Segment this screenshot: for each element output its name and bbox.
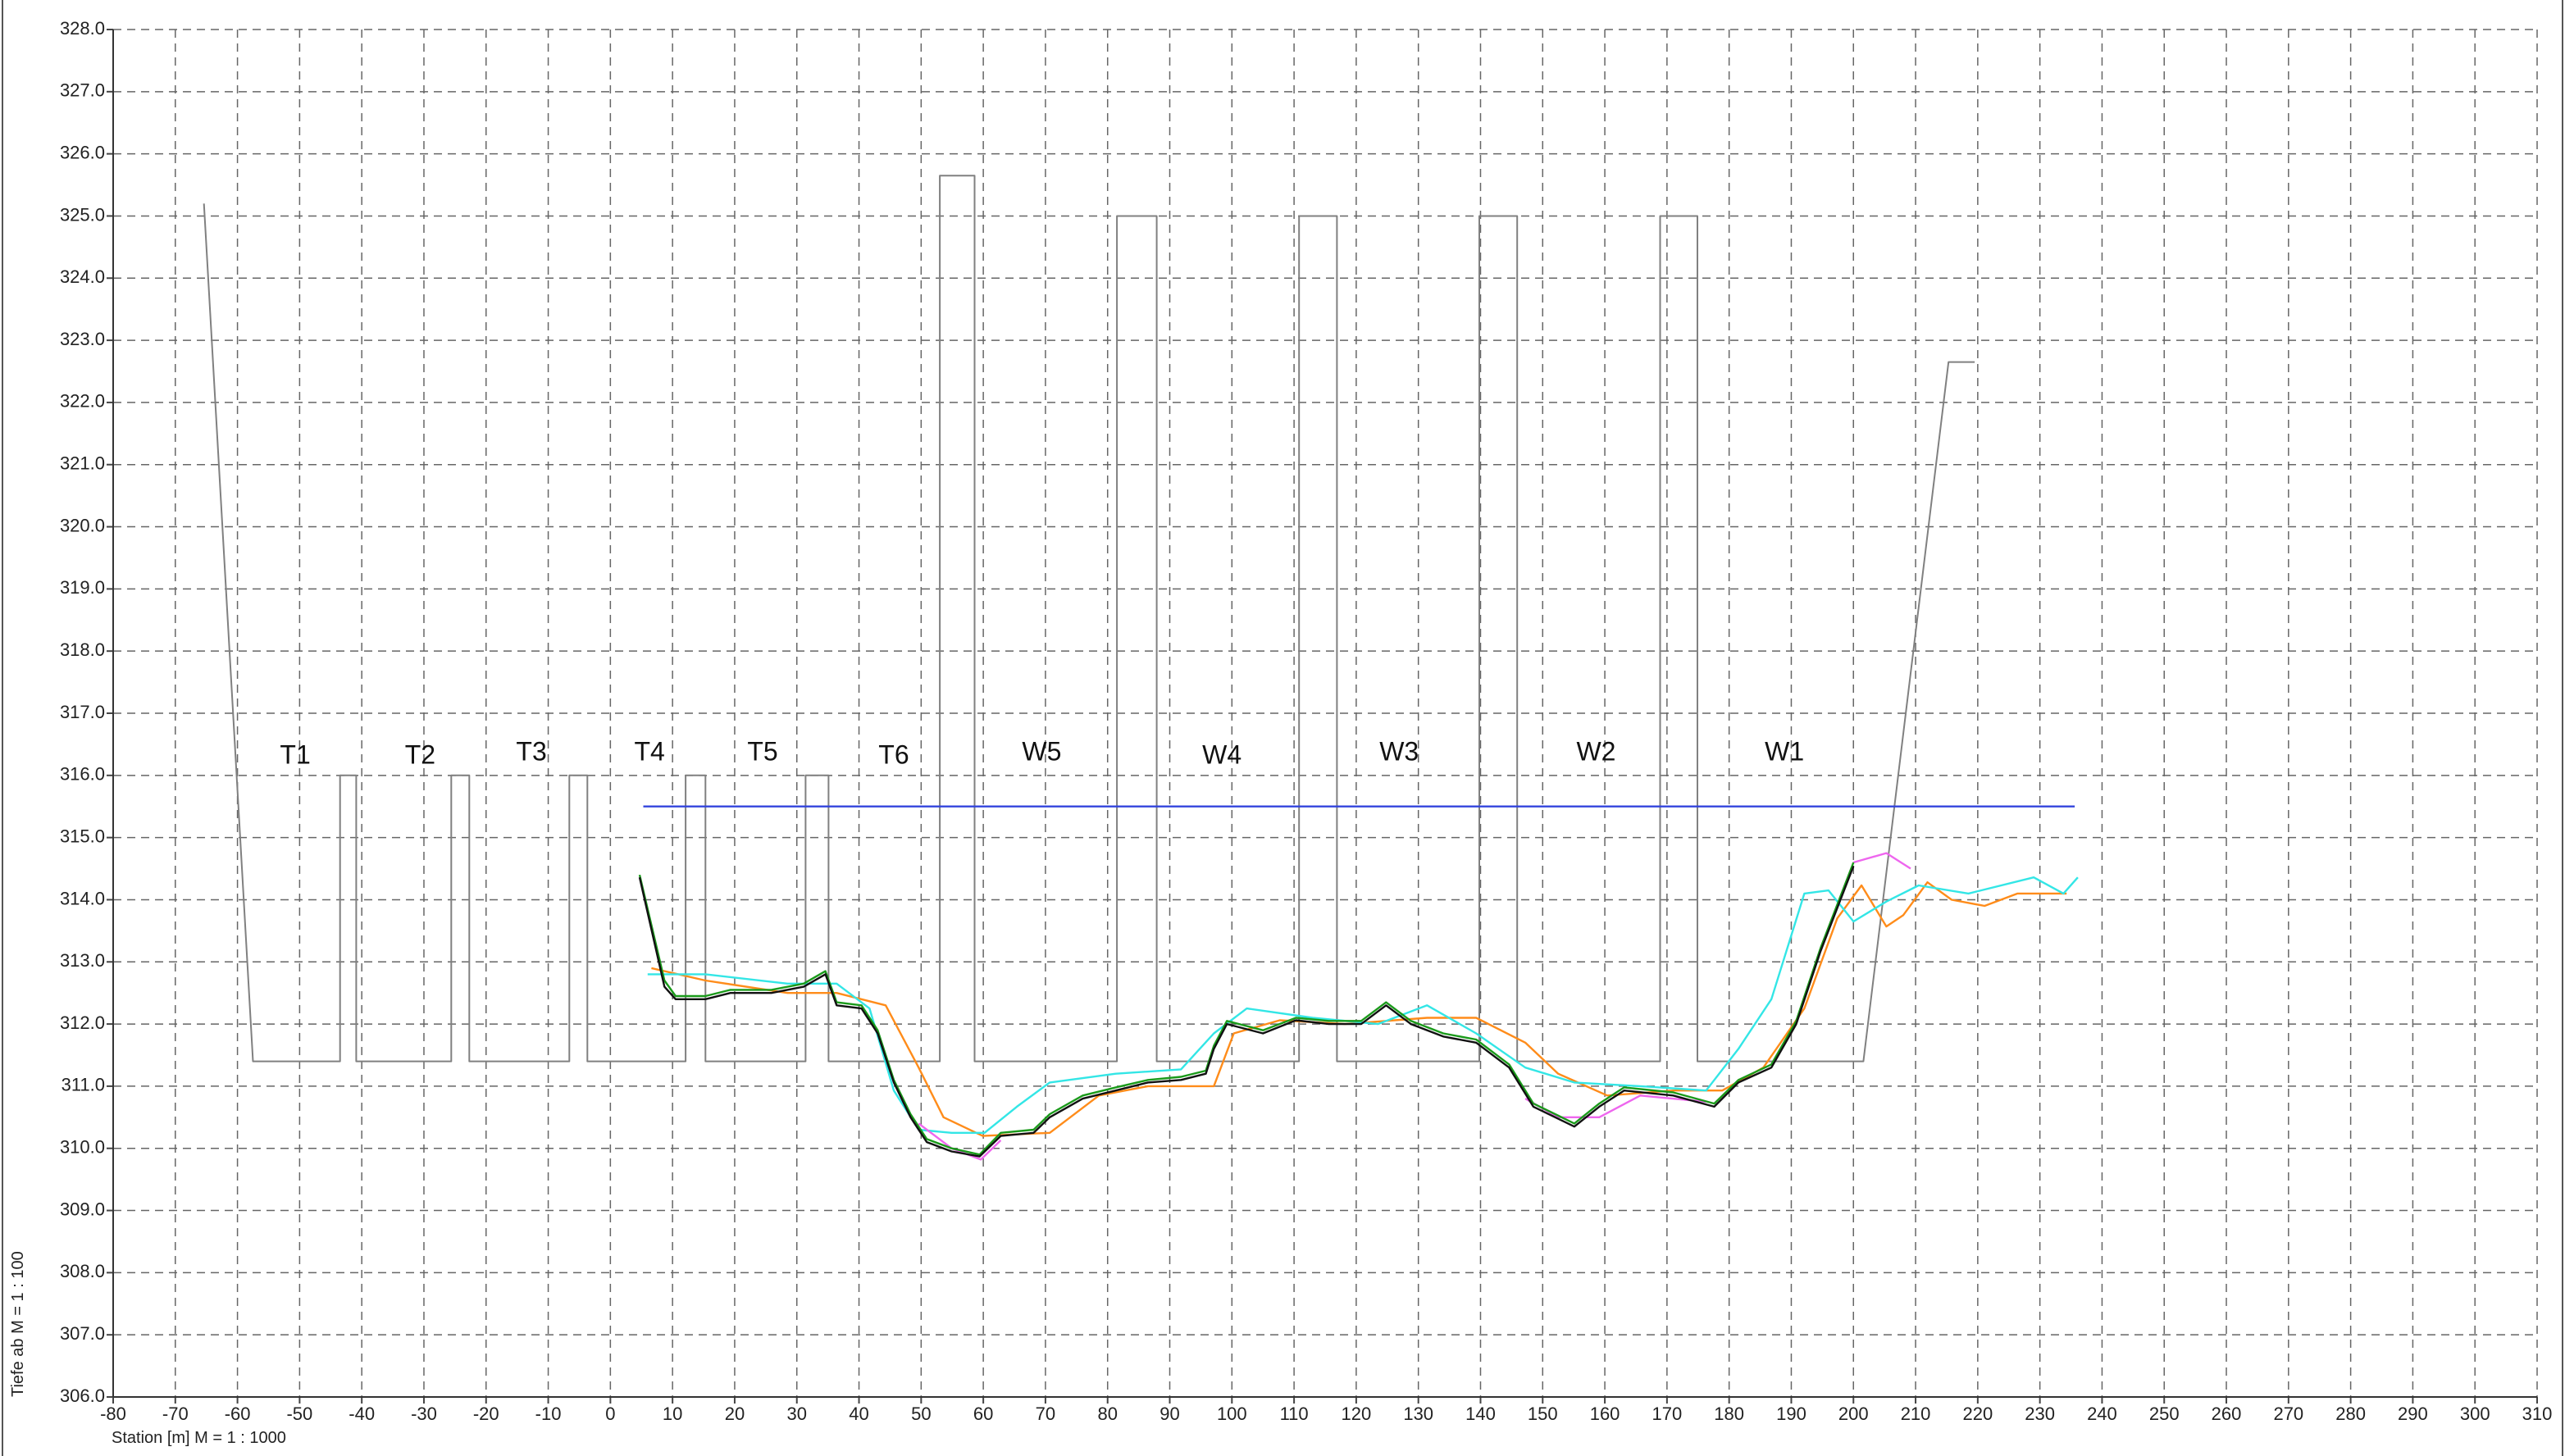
x-tick-label: 300 — [2460, 1404, 2490, 1424]
annotation: T2 — [405, 740, 435, 770]
series-line — [638, 862, 1855, 1156]
x-tick-label: 180 — [1714, 1404, 1744, 1424]
x-tick-label: 310 — [2522, 1404, 2553, 1424]
y-tick-label: 321.0 — [60, 453, 105, 474]
x-tick-label: 270 — [2273, 1404, 2303, 1424]
y-tick-label: 314.0 — [60, 888, 105, 908]
x-tick-label: 190 — [1776, 1404, 1806, 1424]
y-tick-label: 322.0 — [60, 391, 105, 412]
annotation: W4 — [1202, 740, 1241, 770]
y-tick-label: 318.0 — [60, 639, 105, 660]
y-tick-label: 323.0 — [60, 329, 105, 349]
x-tick-label: 70 — [1036, 1404, 1055, 1424]
x-tick-label: 220 — [1962, 1404, 1993, 1424]
x-tick-label: 90 — [1159, 1404, 1179, 1424]
x-tick-label: 240 — [2087, 1404, 2117, 1424]
x-tick-label: 30 — [787, 1404, 807, 1424]
annotation: T5 — [747, 737, 777, 767]
x-axis-label: Station [m] M = 1 : 1000 — [112, 1429, 286, 1447]
x-tick-label: 230 — [2025, 1404, 2055, 1424]
x-tick-label: -50 — [286, 1404, 312, 1424]
x-tick-label: 290 — [2398, 1404, 2428, 1424]
y-tick-label: 317.0 — [60, 702, 105, 722]
x-tick-label: 280 — [2335, 1404, 2366, 1424]
x-tick-label: 260 — [2212, 1404, 2242, 1424]
y-tick-label: 312.0 — [60, 1012, 105, 1033]
x-tick-label: -70 — [162, 1404, 189, 1424]
series-line — [203, 175, 1975, 1062]
x-tick-label: 60 — [973, 1404, 993, 1424]
y-tick-label: 324.0 — [60, 266, 105, 287]
x-tick-label: 150 — [1528, 1404, 1558, 1424]
y-tick-label: 308.0 — [60, 1261, 105, 1281]
series-line — [638, 866, 1855, 1158]
annotation: W5 — [1022, 737, 1061, 767]
x-tick-label: 20 — [725, 1404, 745, 1424]
annotation: W3 — [1379, 737, 1419, 767]
x-tick-label: -30 — [411, 1404, 437, 1424]
y-tick-label: 325.0 — [60, 204, 105, 225]
annotation: T1 — [280, 740, 310, 770]
x-tick-label: -40 — [349, 1404, 375, 1424]
y-tick-label: 316.0 — [60, 764, 105, 785]
y-tick-label: 320.0 — [60, 515, 105, 535]
x-tick-label: -10 — [535, 1404, 562, 1424]
x-tick-label: 80 — [1097, 1404, 1117, 1424]
x-tick-label: 170 — [1652, 1404, 1683, 1424]
x-tick-label: 100 — [1217, 1404, 1247, 1424]
y-tick-label: 311.0 — [62, 1075, 105, 1095]
y-tick-label: 327.0 — [60, 80, 105, 101]
x-tick-label: 40 — [849, 1404, 868, 1424]
x-tick-label: 130 — [1403, 1404, 1433, 1424]
x-tick-label: 200 — [1838, 1404, 1869, 1424]
series-line — [651, 881, 2067, 1137]
annotation: W1 — [1765, 737, 1804, 767]
x-tick-label: -80 — [100, 1404, 126, 1424]
x-tick-label: 120 — [1342, 1404, 1372, 1424]
y-tick-label: 328.0 — [60, 18, 105, 39]
y-tick-label: 307.0 — [60, 1323, 105, 1344]
x-tick-label: 160 — [1590, 1404, 1620, 1424]
x-tick-label: 10 — [663, 1404, 682, 1424]
y-tick-label: 306.0 — [60, 1385, 105, 1406]
y-tick-label: 310.0 — [60, 1137, 105, 1158]
x-tick-label: 0 — [605, 1404, 615, 1424]
x-tick-label: 210 — [1901, 1404, 1931, 1424]
y-tick-label: 319.0 — [60, 577, 105, 598]
x-tick-label: 140 — [1465, 1404, 1496, 1424]
annotation: T6 — [878, 740, 909, 770]
x-tick-label: -20 — [473, 1404, 499, 1424]
y-tick-label: 313.0 — [60, 950, 105, 971]
x-tick-label: 110 — [1280, 1404, 1309, 1424]
y-tick-label: 315.0 — [60, 826, 105, 846]
y-tick-label: 326.0 — [60, 142, 105, 162]
y-axis-label: Tiefe ab M = 1 : 100 — [9, 1251, 27, 1397]
annotation: T3 — [516, 737, 546, 767]
x-tick-label: -60 — [225, 1404, 251, 1424]
x-tick-label: 50 — [911, 1404, 931, 1424]
x-tick-label: 250 — [2149, 1404, 2180, 1424]
y-tick-label: 309.0 — [60, 1199, 105, 1219]
annotation: T4 — [634, 737, 664, 767]
annotation: W2 — [1576, 737, 1615, 767]
